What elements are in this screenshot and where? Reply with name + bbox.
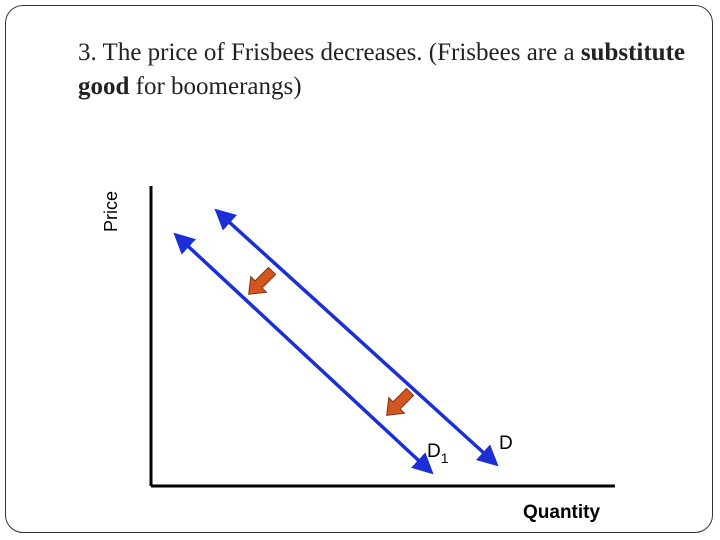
x-axis-label: Quantity bbox=[523, 502, 600, 523]
title-text-suffix: for boomerangs) bbox=[129, 73, 302, 100]
shift-arrow-upper bbox=[248, 266, 277, 295]
label-d1: D1 bbox=[427, 441, 449, 466]
label-d1-subscript: 1 bbox=[441, 450, 449, 466]
slide-frame bbox=[5, 5, 713, 533]
label-d1-main: D bbox=[427, 441, 441, 462]
title-text-bold: substitute good bbox=[78, 39, 685, 100]
demand-curve-original bbox=[214, 208, 499, 467]
title-text-prefix: 3. The price of Frisbees decreases. (Fri… bbox=[78, 39, 581, 66]
label-d: D bbox=[499, 433, 513, 454]
y-axis-label: Price bbox=[101, 191, 121, 232]
demand-curve-new bbox=[173, 232, 434, 475]
shift-arrow-lower bbox=[386, 387, 415, 416]
slide-title: 3. The price of Frisbees decreases. (Fri… bbox=[78, 36, 698, 104]
